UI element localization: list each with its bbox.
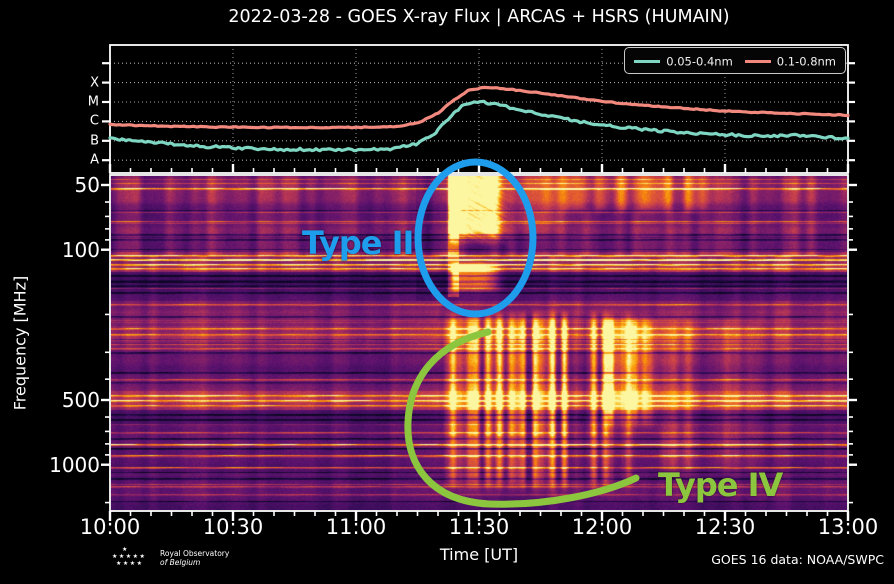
type4-arc-annotation (404, 328, 640, 508)
goes-short-channel-curve (108, 99, 850, 153)
type2-ellipse-annotation (414, 158, 537, 318)
goes-long-channel-curve (108, 85, 850, 130)
radio-spectrogram-image (111, 176, 847, 510)
